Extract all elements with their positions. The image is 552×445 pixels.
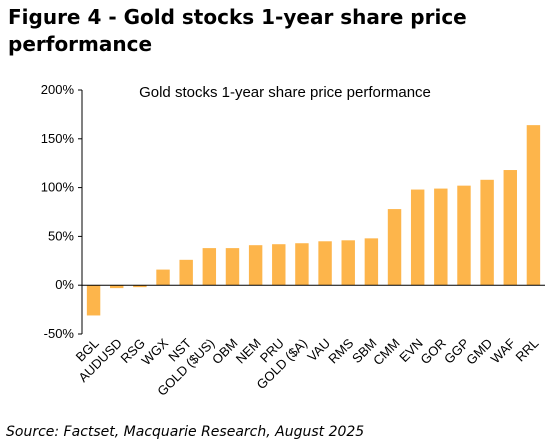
bar <box>248 245 263 286</box>
y-tick-label: 100% <box>41 180 75 195</box>
figure-heading: Figure 4 - Gold stocks 1-year share pric… <box>8 5 467 56</box>
bar <box>225 248 240 286</box>
bar <box>318 241 332 286</box>
bar <box>341 240 355 286</box>
bar <box>179 259 193 286</box>
bar <box>526 125 541 286</box>
bar-chart: Gold stocks 1-year share price performan… <box>41 82 545 399</box>
chart-title: Gold stocks 1-year share price performan… <box>139 84 431 101</box>
source-note: Source: Factset, Macquarie Research, Aug… <box>6 424 365 440</box>
bar <box>387 209 402 286</box>
bar <box>133 285 147 288</box>
bar <box>156 269 170 286</box>
x-tick-label: WAF <box>488 335 519 366</box>
y-tick-label: -50% <box>44 326 75 341</box>
bar <box>410 189 425 286</box>
bar <box>272 244 286 286</box>
bar <box>364 238 379 286</box>
x-tick-label: GOR <box>417 336 449 368</box>
bar <box>434 188 448 286</box>
x-tick-label: OBM <box>209 336 241 368</box>
bar <box>202 248 217 286</box>
x-tick-label: RRL <box>513 336 542 365</box>
bar <box>457 185 471 286</box>
bar <box>110 285 124 289</box>
x-tick-label: NEM <box>233 336 264 367</box>
bar <box>295 243 309 286</box>
y-tick-label: 50% <box>48 228 74 243</box>
chart-container: Gold stocks 1-year share price performan… <box>0 72 552 422</box>
y-tick-label: 200% <box>41 82 75 97</box>
bar <box>86 285 101 316</box>
y-tick-label: 0% <box>55 277 74 292</box>
x-tick-label: RMS <box>325 335 356 366</box>
bar <box>480 179 494 286</box>
bar <box>503 170 517 286</box>
y-tick-label: 150% <box>41 131 75 146</box>
